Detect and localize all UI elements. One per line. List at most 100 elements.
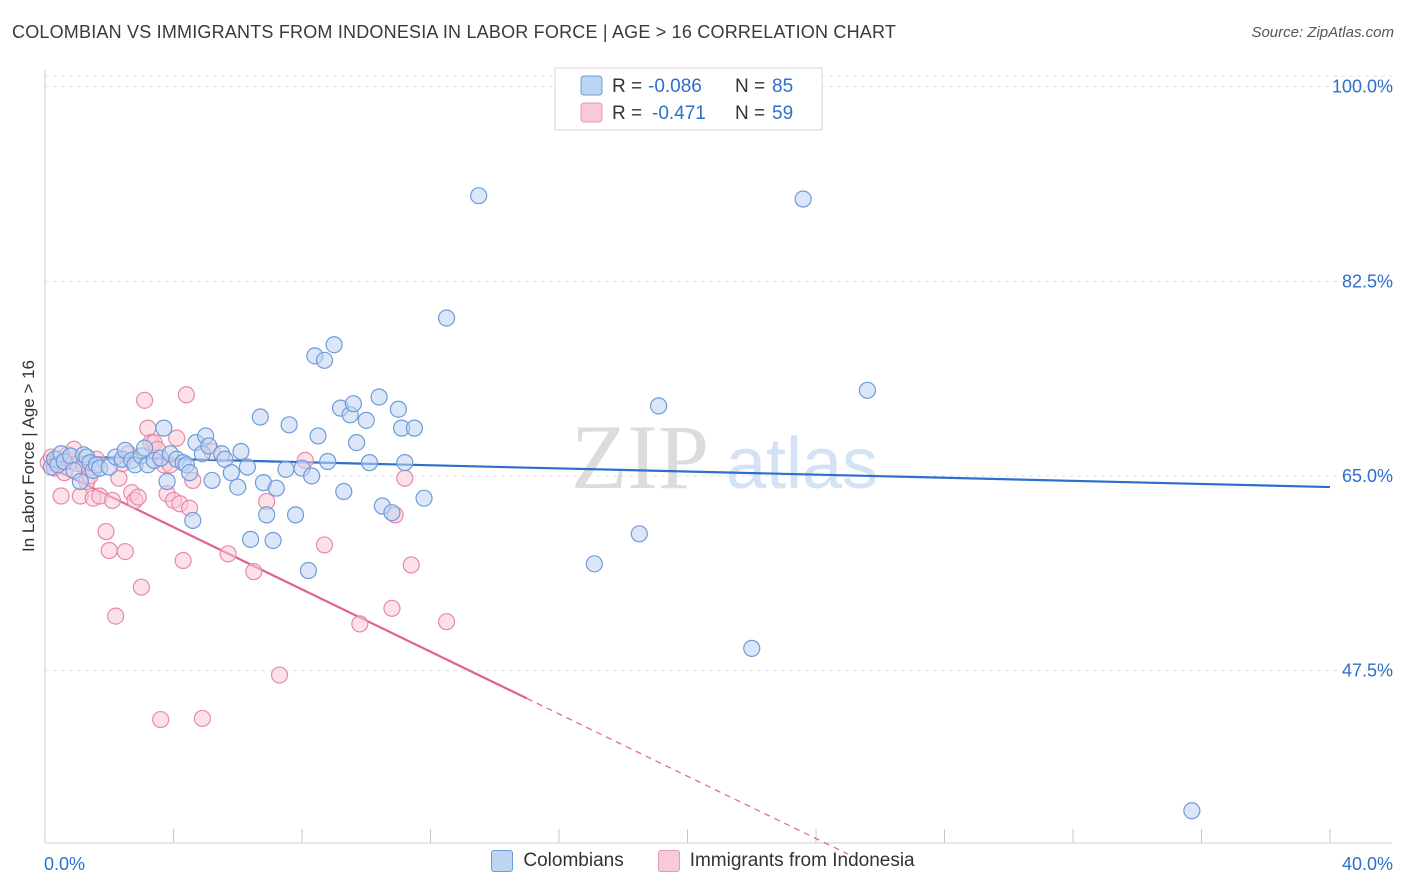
trend-lines xyxy=(44,454,1331,855)
legend-item-indonesia[interactable]: Immigrants from Indonesia xyxy=(657,850,915,872)
legend-label-indonesia: Immigrants from Indonesia xyxy=(689,850,915,871)
stats-r-label-blue: R = xyxy=(612,76,642,97)
colombians-point xyxy=(286,506,305,524)
colombians-point xyxy=(360,454,379,472)
source-credit: Source: ZipAtlas.com xyxy=(1251,24,1394,41)
indonesia-point xyxy=(168,429,186,447)
indonesia-point xyxy=(107,607,125,625)
x-tick-label-max: 40.0% xyxy=(1342,854,1393,874)
colombians-point xyxy=(232,442,250,461)
trend-line-colombians xyxy=(44,454,1331,489)
colombians-point xyxy=(203,471,221,490)
indonesia-point xyxy=(315,536,334,554)
legend-swatch-blue xyxy=(580,75,603,96)
indonesia-point xyxy=(193,709,212,728)
colombians-point xyxy=(135,439,154,457)
indonesia-point xyxy=(245,563,263,581)
indonesia-point xyxy=(219,545,237,563)
y-tick-label: 65.0% xyxy=(1342,466,1393,486)
colombians-point xyxy=(630,525,648,543)
colombians-point xyxy=(200,437,218,455)
indonesia-point xyxy=(152,710,170,729)
series-indonesia xyxy=(39,386,456,729)
colombians-point xyxy=(743,639,761,657)
y-axis-label: In Labor Force | Age > 16 xyxy=(19,360,38,552)
colombians-point xyxy=(470,187,488,205)
legend-label-colombians: Colombians xyxy=(523,850,624,871)
watermark-atlas: atlas xyxy=(726,424,878,504)
colombians-point xyxy=(258,506,276,524)
colombians-point xyxy=(357,411,375,429)
colombians-point xyxy=(405,419,424,437)
legend-swatch-pink xyxy=(580,102,603,123)
colombians-point xyxy=(155,419,173,437)
indonesia-point xyxy=(383,599,401,617)
colombians-point xyxy=(180,464,199,482)
indonesia-point xyxy=(97,522,115,541)
y-tick-label: 47.5% xyxy=(1342,661,1393,681)
colombians-point xyxy=(396,454,414,472)
watermark-zip: ZIP xyxy=(571,406,709,508)
indonesia-point xyxy=(402,556,420,574)
colombians-point xyxy=(251,408,269,426)
indonesia-point xyxy=(270,666,289,684)
colombians-point xyxy=(222,464,240,482)
legend-swatch-colombians xyxy=(491,850,514,872)
indonesia-point xyxy=(135,391,154,409)
colombians-point xyxy=(229,478,247,496)
colombians-point xyxy=(267,479,285,497)
y-tick-label: 100.0% xyxy=(1332,77,1393,97)
colombians-point xyxy=(264,531,282,550)
colombians-point xyxy=(299,561,318,580)
indonesia-point xyxy=(103,491,122,510)
indonesia-point xyxy=(132,578,150,596)
watermark: ZIP atlas xyxy=(571,406,878,508)
indonesia-point xyxy=(437,613,456,631)
stats-legend: R = -0.086 N = 85 R = -0.471 N = 59 xyxy=(554,67,823,131)
y-tick-label: 82.5% xyxy=(1342,271,1393,291)
grid-lines xyxy=(45,75,1392,672)
chart-title: COLOMBIAN VS IMMIGRANTS FROM INDONESIA I… xyxy=(12,22,897,42)
colombians-point xyxy=(858,381,877,399)
x-tick-label-min: 0.0% xyxy=(44,854,85,874)
colombians-point xyxy=(1183,802,1201,820)
indonesia-point xyxy=(174,551,192,570)
trend-line-indonesia-extension xyxy=(526,697,849,855)
colombians-point xyxy=(344,395,362,413)
indonesia-point xyxy=(396,469,414,487)
colombians-point xyxy=(585,555,603,573)
legend-item-colombians[interactable]: Colombians xyxy=(491,850,624,872)
colombians-point xyxy=(71,472,89,491)
colombians-point xyxy=(325,336,343,354)
colombians-point xyxy=(794,190,812,208)
colombians-point xyxy=(415,489,433,507)
colombians-point xyxy=(437,309,456,327)
indonesia-point xyxy=(177,386,195,404)
colombians-point xyxy=(383,504,401,522)
indonesia-point xyxy=(100,541,118,560)
colombians-point xyxy=(280,416,298,434)
series-colombians xyxy=(42,187,1201,820)
stats-n-value-pink: 59 xyxy=(772,103,793,124)
colombians-point xyxy=(389,400,407,418)
indonesia-point xyxy=(139,419,157,437)
series-legend: Colombians Immigrants from Indonesia xyxy=(0,850,1406,872)
colombians-point xyxy=(242,530,260,548)
colombians-point xyxy=(370,388,388,406)
colombians-point xyxy=(335,482,353,501)
colombians-point xyxy=(303,467,321,485)
colombians-point xyxy=(315,351,334,369)
legend-swatch-indonesia xyxy=(657,850,680,872)
colombians-point xyxy=(319,452,337,471)
colombians-point xyxy=(277,460,295,478)
indonesia-point xyxy=(116,542,134,561)
stats-n-value-blue: 85 xyxy=(772,76,793,97)
colombians-point xyxy=(309,427,327,445)
stats-n-label-blue: N = xyxy=(735,76,765,97)
indonesia-point xyxy=(52,487,70,505)
colombians-point xyxy=(158,472,176,491)
tick-labels: 100.0% 82.5% 65.0% 47.5% 0.0% 40.0% xyxy=(44,77,1393,874)
colombians-point xyxy=(348,433,366,452)
trend-line-indonesia xyxy=(44,463,528,700)
